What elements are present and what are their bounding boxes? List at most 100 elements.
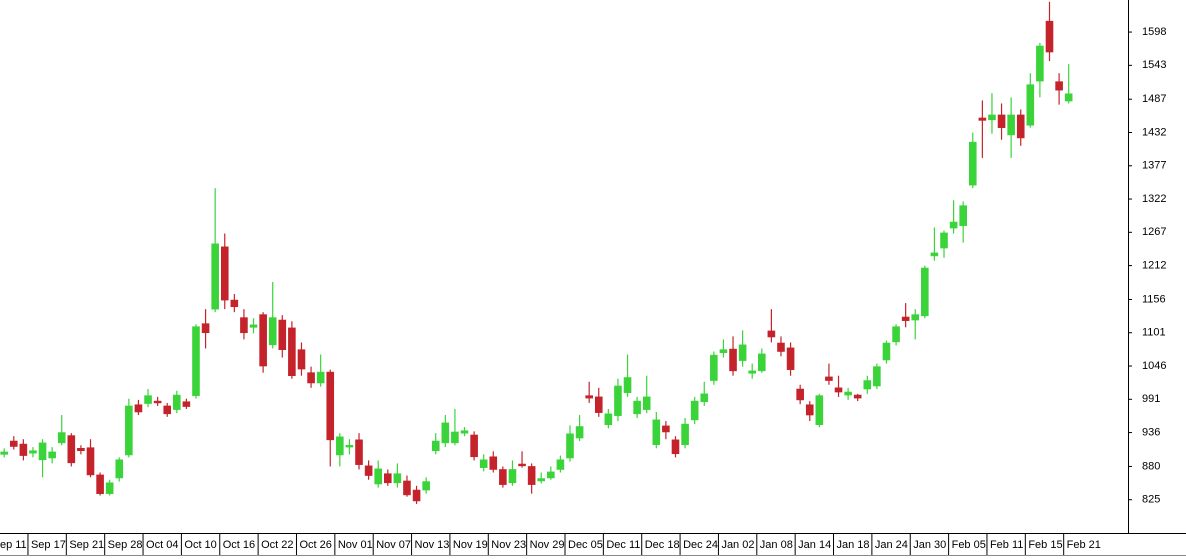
candle-body <box>316 371 325 384</box>
candle-body <box>326 371 335 441</box>
x-tick-label: Sep 17 <box>31 539 66 551</box>
candle-body <box>374 468 383 485</box>
candle-body <box>921 267 929 317</box>
y-tick-label: 880 <box>1142 460 1160 472</box>
candle-body <box>192 326 200 396</box>
x-tick-label: Nov 13 <box>415 539 450 551</box>
candle-body <box>249 324 258 328</box>
candle-body <box>930 252 939 257</box>
candle-body <box>48 451 56 459</box>
candle-body <box>978 117 987 121</box>
candle-body <box>882 342 891 361</box>
x-tick-label: Oct 22 <box>261 539 293 551</box>
y-tick-label: 1267 <box>1142 226 1166 238</box>
candle-body <box>230 299 239 308</box>
candle-body <box>1016 114 1025 139</box>
x-tick-label: Dec 18 <box>645 539 680 551</box>
x-tick-label: Feb 21 <box>1067 539 1101 551</box>
candle-body <box>1045 20 1054 53</box>
candle-body <box>949 221 958 229</box>
candle-body <box>805 404 814 416</box>
candle-body <box>873 366 881 387</box>
candle-body <box>690 400 699 421</box>
y-tick-label: 1212 <box>1142 259 1166 271</box>
candle-body <box>240 317 248 334</box>
candle-body <box>259 314 267 367</box>
candle-body <box>959 205 967 226</box>
y-tick-label: 1598 <box>1142 26 1166 38</box>
candle-body <box>537 478 546 482</box>
x-tick-label: Sep 28 <box>108 539 143 551</box>
candle-body <box>652 419 661 445</box>
candle-body <box>1064 93 1073 102</box>
candle-body <box>604 413 613 426</box>
candle-body <box>220 246 229 301</box>
x-tick-label: Nov 07 <box>376 539 411 551</box>
candle-body <box>662 425 670 433</box>
candle-body <box>470 434 478 458</box>
x-tick-label: Feb 05 <box>952 539 986 551</box>
candle-body <box>700 393 709 403</box>
x-tick-label: Oct 26 <box>299 539 331 551</box>
candle-body <box>441 422 450 444</box>
candle-body <box>729 348 737 372</box>
candle-body <box>460 430 469 434</box>
candle-body <box>940 232 948 249</box>
candle-body <box>0 451 8 455</box>
candle-body <box>211 243 219 310</box>
candle-body <box>575 426 584 439</box>
candle-body <box>988 114 996 121</box>
candle-body <box>719 349 728 354</box>
candle-body <box>182 401 191 407</box>
y-tick-label: 1432 <box>1142 126 1166 138</box>
candle-body <box>748 370 757 374</box>
x-tick-label: Jan 08 <box>760 539 793 551</box>
candle-body <box>892 326 900 343</box>
candle-body <box>633 400 641 415</box>
candle-body <box>585 395 593 399</box>
candle-body <box>777 342 785 352</box>
candle-body <box>297 349 306 370</box>
y-tick-label: 991 <box>1142 393 1160 405</box>
candle-body <box>412 489 421 502</box>
candle-body <box>1055 81 1063 91</box>
y-tick-label: 1377 <box>1142 160 1166 172</box>
x-tick-label: Feb 11 <box>990 539 1023 551</box>
candle-body <box>268 317 277 346</box>
candle-body <box>431 440 440 452</box>
candle-body <box>738 344 747 361</box>
candle-body <box>288 327 296 377</box>
candle-body <box>67 435 76 464</box>
x-tick-label: Oct 04 <box>146 539 178 551</box>
candle-body <box>336 436 344 456</box>
x-tick-label: Sep 21 <box>69 539 104 551</box>
candle-body <box>786 347 795 370</box>
candle-body <box>1007 114 1015 136</box>
candle-body <box>1036 45 1044 82</box>
candle-body <box>623 377 632 393</box>
candle-body <box>614 385 622 416</box>
candle-body <box>844 391 852 396</box>
y-tick-label: 1156 <box>1142 293 1166 305</box>
candle-body <box>345 444 354 448</box>
candle-body <box>642 396 651 410</box>
candle-body <box>403 480 411 496</box>
candle-body <box>556 459 565 470</box>
x-tick-label: Dec 11 <box>606 539 640 551</box>
candle-body <box>19 443 28 456</box>
y-tick-label: 825 <box>1142 494 1160 506</box>
candle-body <box>153 400 162 404</box>
x-tick-label: Jan 18 <box>837 539 870 551</box>
candle-body <box>911 314 920 321</box>
candle-body <box>355 439 363 465</box>
candle-body <box>86 447 95 476</box>
x-tick-label: Dec 24 <box>683 539 718 551</box>
candle-body <box>383 473 392 484</box>
candle-body <box>671 439 680 455</box>
candle-body <box>815 395 824 426</box>
candle-body <box>307 372 315 384</box>
candle-body <box>163 405 172 415</box>
candle-body <box>863 380 872 390</box>
candle-body <box>115 459 124 479</box>
y-tick-label: 1543 <box>1142 59 1166 71</box>
